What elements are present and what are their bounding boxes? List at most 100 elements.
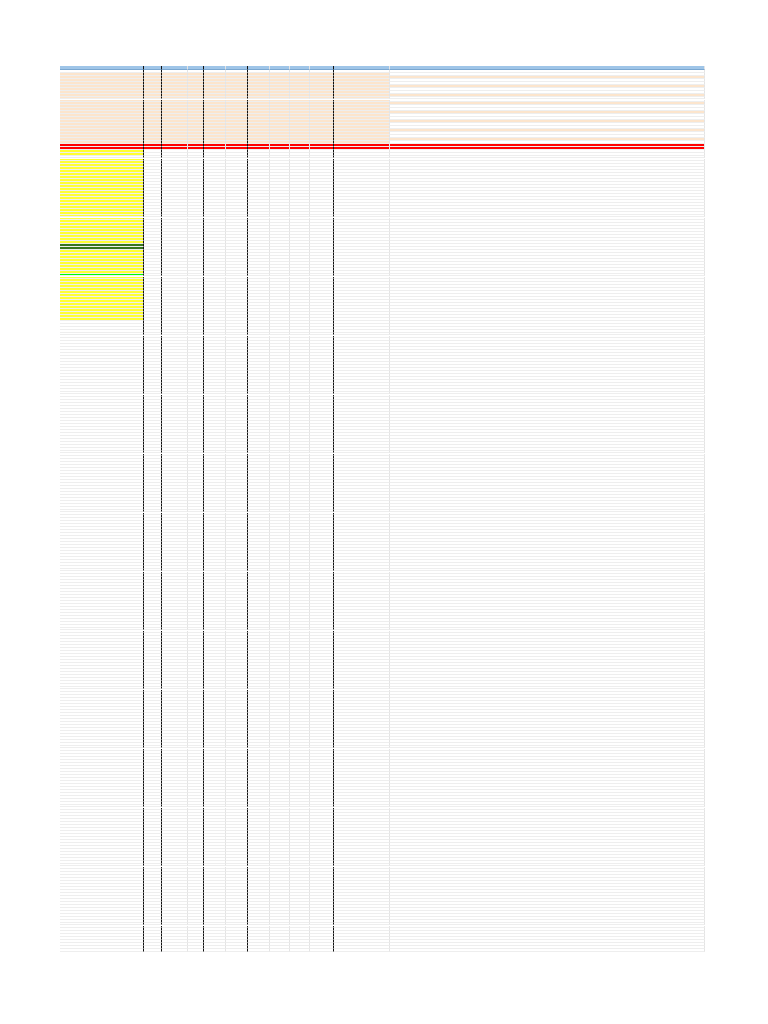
table-cell[interactable] — [334, 87, 390, 91]
table-cell[interactable] — [144, 105, 162, 109]
table-cell[interactable] — [188, 93, 204, 97]
table-cell[interactable] — [60, 105, 144, 109]
table-cell[interactable] — [188, 105, 204, 109]
table-cell[interactable] — [226, 78, 248, 82]
table-cell[interactable] — [204, 70, 226, 73]
table-row[interactable] — [60, 93, 705, 97]
column-header[interactable] — [290, 66, 310, 70]
table-row[interactable] — [60, 108, 705, 112]
table-cell[interactable] — [162, 96, 188, 100]
table-cell[interactable] — [144, 81, 162, 85]
table-cell[interactable] — [310, 96, 334, 100]
table-cell[interactable] — [144, 84, 162, 88]
table-cell[interactable] — [334, 84, 390, 88]
table-cell[interactable] — [270, 72, 290, 76]
table-cell[interactable] — [334, 72, 390, 76]
table-cell[interactable] — [390, 81, 705, 85]
table-cell[interactable] — [188, 99, 204, 103]
table-cell[interactable] — [334, 96, 390, 100]
table-row[interactable] — [60, 84, 705, 88]
table-cell[interactable] — [162, 70, 188, 73]
table-cell[interactable] — [144, 70, 162, 73]
table-cell[interactable] — [290, 72, 310, 76]
table-cell[interactable] — [204, 96, 226, 100]
table-cell[interactable] — [162, 78, 188, 82]
table-cell[interactable] — [204, 949, 226, 953]
table-cell[interactable] — [60, 70, 144, 73]
table-cell[interactable] — [390, 99, 705, 103]
table-cell[interactable] — [390, 87, 705, 91]
table-row[interactable] — [60, 81, 705, 85]
table-cell[interactable] — [162, 99, 188, 103]
table-cell[interactable] — [226, 93, 248, 97]
table-cell[interactable] — [226, 72, 248, 76]
table-cell[interactable] — [248, 949, 270, 953]
column-header[interactable] — [188, 66, 204, 70]
table-cell[interactable] — [204, 93, 226, 97]
table-cell[interactable] — [310, 78, 334, 82]
table-cell[interactable] — [162, 84, 188, 88]
table-cell[interactable] — [204, 90, 226, 94]
table-cell[interactable] — [188, 78, 204, 82]
table-cell[interactable] — [144, 102, 162, 106]
table-cell[interactable] — [270, 96, 290, 100]
table-cell[interactable] — [60, 99, 144, 103]
table-cell[interactable] — [60, 72, 144, 76]
table-cell[interactable] — [334, 102, 390, 106]
table-cell[interactable] — [204, 78, 226, 82]
table-cell[interactable] — [334, 105, 390, 109]
table-cell[interactable] — [60, 102, 144, 106]
table-cell[interactable] — [390, 78, 705, 82]
table-cell[interactable] — [144, 96, 162, 100]
table-cell[interactable] — [310, 72, 334, 76]
table-cell[interactable] — [162, 105, 188, 109]
table-cell[interactable] — [334, 75, 390, 79]
table-row[interactable] — [60, 78, 705, 82]
table-cell[interactable] — [226, 90, 248, 94]
spreadsheet-grid[interactable] — [60, 66, 705, 953]
table-cell[interactable] — [248, 87, 270, 91]
table-cell[interactable] — [162, 81, 188, 85]
table-cell[interactable] — [334, 99, 390, 103]
table-cell[interactable] — [390, 70, 705, 73]
table-cell[interactable] — [270, 93, 290, 97]
table-cell[interactable] — [290, 78, 310, 82]
table-row[interactable] — [60, 72, 705, 76]
table-cell[interactable] — [226, 99, 248, 103]
table-cell[interactable] — [290, 84, 310, 88]
table-cell[interactable] — [290, 93, 310, 97]
table-cell[interactable] — [162, 72, 188, 76]
column-header[interactable] — [162, 66, 188, 70]
table-cell[interactable] — [248, 81, 270, 85]
table-cell[interactable] — [310, 90, 334, 94]
table-cell[interactable] — [204, 105, 226, 109]
table-cell[interactable] — [144, 93, 162, 97]
table-cell[interactable] — [226, 84, 248, 88]
table-cell[interactable] — [334, 949, 390, 953]
table-cell[interactable] — [390, 949, 705, 953]
table-cell[interactable] — [60, 90, 144, 94]
table-cell[interactable] — [248, 93, 270, 97]
table-cell[interactable] — [270, 78, 290, 82]
table-row[interactable] — [60, 96, 705, 100]
column-header[interactable] — [390, 66, 705, 70]
table-cell[interactable] — [144, 87, 162, 91]
table-cell[interactable] — [60, 96, 144, 100]
table-cell[interactable] — [248, 102, 270, 106]
table-cell[interactable] — [162, 949, 188, 953]
table-cell[interactable] — [334, 93, 390, 97]
table-cell[interactable] — [334, 70, 390, 73]
table-cell[interactable] — [204, 99, 226, 103]
table-cell[interactable] — [60, 81, 144, 85]
table-cell[interactable] — [390, 90, 705, 94]
table-row[interactable] — [60, 949, 705, 953]
table-cell[interactable] — [290, 96, 310, 100]
column-header[interactable] — [310, 66, 334, 70]
table-cell[interactable] — [290, 90, 310, 94]
table-cell[interactable] — [390, 93, 705, 97]
column-header[interactable] — [248, 66, 270, 70]
table-cell[interactable] — [310, 102, 334, 106]
table-cell[interactable] — [226, 96, 248, 100]
table-cell[interactable] — [310, 81, 334, 85]
table-cell[interactable] — [188, 75, 204, 79]
